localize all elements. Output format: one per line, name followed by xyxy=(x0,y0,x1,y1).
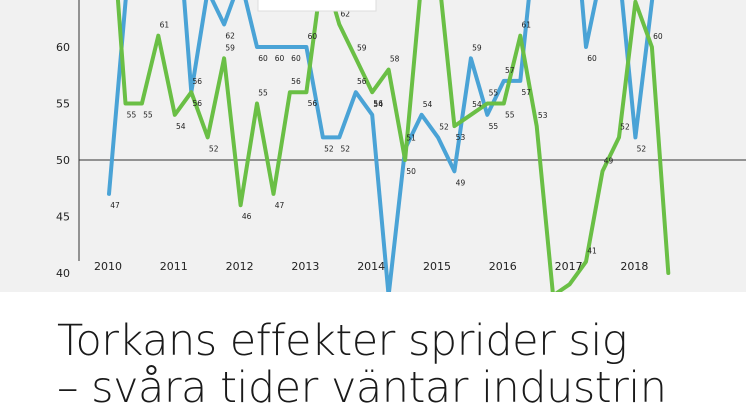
data-label-green: 61 xyxy=(521,21,531,30)
data-label-green: 55 xyxy=(489,89,499,98)
data-label-blue: 60 xyxy=(587,54,597,63)
data-label-blue: 54 xyxy=(373,100,383,109)
data-label-blue: 51 xyxy=(406,134,416,143)
data-label-blue: 60 xyxy=(291,54,301,63)
x-tick-label: 2018 xyxy=(620,260,648,273)
data-label-blue: 52 xyxy=(324,144,334,153)
y-tick-label: 60 xyxy=(56,41,70,54)
data-label-green: 55 xyxy=(505,111,515,120)
data-label-green: 47 xyxy=(275,201,285,210)
data-label-blue: 60 xyxy=(275,54,285,63)
data-label-green: 53 xyxy=(538,111,548,120)
data-label-green: 50 xyxy=(406,167,416,176)
data-label-green: 60 xyxy=(653,32,663,41)
legend-box xyxy=(257,0,377,12)
data-label-green: 49 xyxy=(604,156,614,165)
x-tick-label: 2010 xyxy=(94,260,122,273)
data-label-blue: 52 xyxy=(637,144,647,153)
x-tick-label: 2015 xyxy=(423,260,451,273)
data-label-green: 54 xyxy=(472,100,482,109)
series-line-green xyxy=(115,0,671,292)
data-label-blue: 55 xyxy=(489,122,499,131)
data-label-blue: 57 xyxy=(521,88,531,97)
data-label-blue: 62 xyxy=(225,31,235,40)
data-label-green: 55 xyxy=(127,111,137,120)
x-tick-label: 2014 xyxy=(357,260,385,273)
x-tick-label: 2011 xyxy=(160,260,188,273)
headline-line-2: – svåra tider väntar industrin xyxy=(57,363,667,413)
data-label-green: 62 xyxy=(341,9,351,18)
data-label-blue: 56 xyxy=(192,99,202,108)
data-label-blue: 47 xyxy=(110,201,120,210)
data-label-green: 54 xyxy=(176,122,186,131)
data-label-green: 52 xyxy=(209,144,219,153)
data-label-green: 59 xyxy=(225,43,235,52)
data-label-green: 53 xyxy=(456,133,466,142)
y-tick-label: 40 xyxy=(56,267,70,280)
data-label-blue: 60 xyxy=(308,32,318,41)
data-label-green: 59 xyxy=(357,43,367,52)
data-label-blue: 52 xyxy=(341,144,351,153)
data-label-green: 56 xyxy=(373,99,383,108)
data-label-blue: 54 xyxy=(423,100,433,109)
data-label-green: 58 xyxy=(390,55,400,64)
data-label-blue: 60 xyxy=(258,54,268,63)
data-label-green: 55 xyxy=(143,111,153,120)
y-tick-label: 50 xyxy=(56,154,70,167)
data-label-blue: 59 xyxy=(472,43,482,52)
headline-line-1: Torkans effekter sprider sig xyxy=(57,316,628,366)
x-tick-label: 2013 xyxy=(291,260,319,273)
x-tick-label: 2016 xyxy=(489,260,517,273)
data-label-green: 52 xyxy=(620,122,630,131)
data-label-green: 56 xyxy=(308,99,318,108)
y-tick-label: 45 xyxy=(56,211,70,224)
series-line-blue xyxy=(107,0,655,292)
x-tick-label: 2012 xyxy=(226,260,254,273)
x-tick-label: 2017 xyxy=(555,260,583,273)
data-label-green: 56 xyxy=(192,77,202,86)
data-label-blue: 52 xyxy=(439,122,449,131)
headline: Torkans effekter sprider sig – svåra tid… xyxy=(57,318,737,412)
data-label-blue: 56 xyxy=(357,77,367,86)
data-label-green: 56 xyxy=(291,77,301,86)
data-label-blue: 49 xyxy=(456,178,466,187)
data-label-green: 41 xyxy=(587,247,597,256)
y-tick-label: 55 xyxy=(56,98,70,111)
data-label-green: 46 xyxy=(242,212,252,221)
chart-panel: 47 56 62 60 60 60 60 52 52 56 54 51 54 52 49 59 55 57 57 60… xyxy=(0,0,746,292)
data-label-green: 55 xyxy=(258,89,268,98)
data-label-green: 61 xyxy=(160,21,170,30)
data-label-blue: 57 xyxy=(505,66,515,75)
